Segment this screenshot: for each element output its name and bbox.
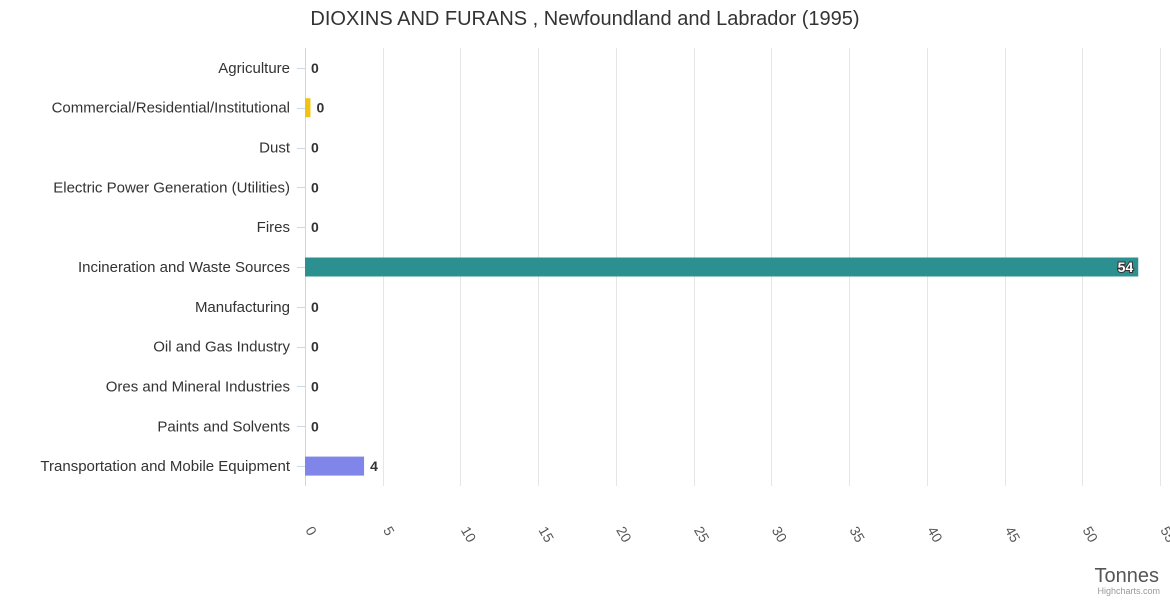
data-label: 0 bbox=[311, 60, 319, 76]
x-tick-label: 45 bbox=[1002, 524, 1024, 546]
x-tick-label: 25 bbox=[691, 524, 713, 546]
category-label: Electric Power Generation (Utilities) bbox=[53, 179, 290, 196]
category-label: Dust bbox=[259, 140, 291, 157]
category-label: Fires bbox=[257, 219, 290, 236]
category-label: Incineration and Waste Sources bbox=[78, 259, 290, 276]
category-label: Oil and Gas Industry bbox=[153, 339, 290, 356]
category-label: Transportation and Mobile Equipment bbox=[40, 458, 290, 475]
bar[interactable] bbox=[305, 456, 365, 476]
data-label: 4 bbox=[370, 458, 378, 474]
category-label: Paints and Solvents bbox=[157, 418, 290, 435]
x-tick-label: 20 bbox=[613, 524, 635, 546]
x-tick-label: 50 bbox=[1080, 524, 1102, 546]
x-tick-label: 30 bbox=[769, 524, 791, 546]
data-label: 0 bbox=[316, 100, 324, 116]
category-label: Agriculture bbox=[218, 60, 290, 77]
x-axis-title: Tonnes bbox=[1095, 565, 1160, 587]
x-tick-label: 40 bbox=[924, 524, 946, 546]
data-label: 54 bbox=[1118, 259, 1134, 275]
bars bbox=[305, 98, 1139, 476]
category-label: Ores and Mineral Industries bbox=[106, 378, 290, 395]
x-tick-label: 15 bbox=[536, 524, 558, 546]
data-label: 0 bbox=[311, 339, 319, 355]
category-label: Commercial/Residential/Institutional bbox=[52, 100, 290, 117]
category-label: Manufacturing bbox=[195, 299, 290, 316]
data-label: 0 bbox=[311, 418, 319, 434]
data-label: 0 bbox=[311, 179, 319, 195]
data-label: 0 bbox=[311, 299, 319, 315]
x-tick-labels: 0 5 10 15 20 25 30 35 40 45 50 55 bbox=[302, 524, 1170, 546]
credits-link[interactable]: Highcharts.com bbox=[1097, 586, 1160, 596]
bar[interactable] bbox=[305, 257, 1139, 277]
x-tick-label: 10 bbox=[458, 524, 480, 546]
data-label: 0 bbox=[311, 140, 319, 156]
chart-title: DIOXINS AND FURANS , Newfoundland and La… bbox=[310, 8, 859, 30]
x-tick-label: 35 bbox=[846, 524, 868, 546]
data-labels: 0 0 0 0 0 54 0 0 0 0 4 bbox=[311, 60, 1134, 474]
data-label: 0 bbox=[311, 378, 319, 394]
data-label: 0 bbox=[311, 219, 319, 235]
category-labels: Agriculture Commercial/Residential/Instit… bbox=[40, 60, 305, 475]
bar[interactable] bbox=[305, 98, 311, 118]
